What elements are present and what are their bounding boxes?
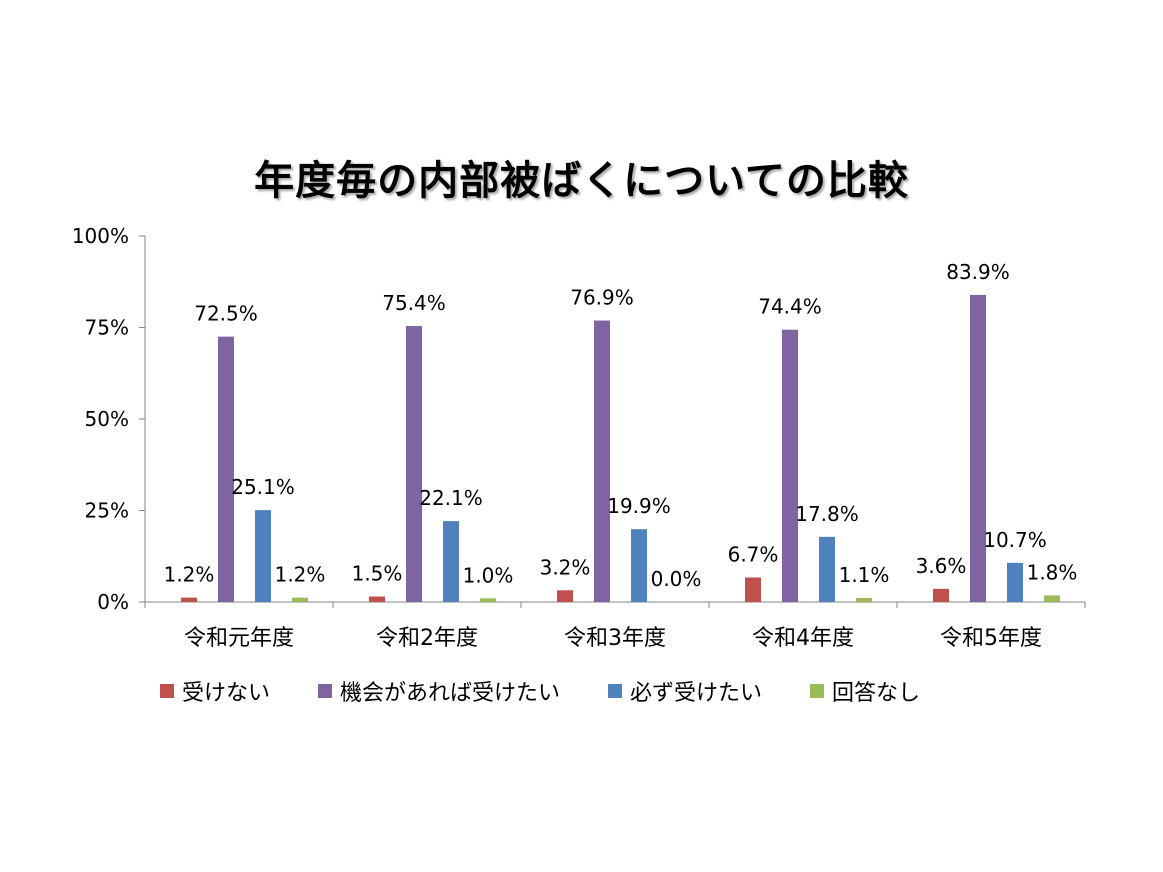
bar — [819, 536, 835, 602]
data-label: 6.7% — [728, 542, 779, 566]
bar — [1007, 562, 1023, 602]
bar — [406, 326, 422, 602]
y-tick-label: 0% — [97, 590, 129, 614]
legend-swatch — [810, 684, 825, 698]
chart-legend: 受けない 機会があれば受けたい 必ず受けたい 回答なし — [160, 676, 968, 706]
legend-swatch — [608, 684, 623, 698]
bar — [856, 597, 872, 602]
bar — [443, 521, 459, 602]
bar — [255, 510, 271, 602]
legend-item: 受けない — [160, 675, 270, 707]
y-tick-label: 75% — [85, 316, 129, 340]
data-label: 72.5% — [194, 302, 258, 326]
legend-label: 必ず受けたい — [630, 681, 763, 706]
data-label: 22.1% — [419, 486, 483, 510]
bar — [218, 336, 234, 602]
bar — [557, 590, 573, 602]
data-label: 1.8% — [1027, 560, 1078, 584]
data-label: 19.9% — [607, 494, 671, 518]
y-tick-label: 25% — [85, 499, 129, 523]
data-label: 17.8% — [795, 502, 859, 526]
bar — [181, 597, 197, 602]
data-label: 1.2% — [275, 563, 326, 587]
legend-label: 機会があれば受けたい — [340, 681, 561, 706]
data-label: 1.0% — [463, 563, 514, 587]
data-label: 10.7% — [983, 528, 1047, 552]
y-tick-label: 50% — [85, 407, 129, 431]
bar — [292, 597, 308, 602]
data-label: 25.1% — [231, 475, 295, 499]
bar — [782, 329, 798, 602]
bar — [480, 598, 496, 602]
data-label: 1.5% — [352, 562, 403, 586]
data-label: 1.2% — [164, 563, 215, 587]
bar — [933, 588, 949, 602]
legend-label: 回答なし — [832, 681, 921, 706]
x-category-label: 令和3年度 — [564, 626, 666, 651]
data-label: 76.9% — [570, 286, 634, 310]
legend-item: 機会があれば受けたい — [318, 675, 560, 707]
x-category-label: 令和元年度 — [184, 626, 294, 651]
data-label: 75.4% — [382, 291, 446, 315]
legend-label: 受けない — [182, 681, 271, 706]
x-category-label: 令和5年度 — [940, 626, 1042, 651]
bar — [1044, 595, 1060, 602]
bar — [631, 529, 647, 602]
bar — [369, 596, 385, 602]
data-label: 3.6% — [916, 554, 967, 578]
bar — [594, 320, 610, 602]
legend-swatch — [318, 684, 333, 698]
x-category-label: 令和4年度 — [752, 626, 854, 651]
bar — [970, 294, 986, 602]
data-label: 3.2% — [540, 555, 591, 579]
legend-item: 回答なし — [810, 675, 920, 707]
chart-title: 年度毎の内部被ばくについての比較 — [254, 158, 909, 204]
y-tick-label: 100% — [72, 224, 129, 248]
data-label: 1.1% — [839, 563, 890, 587]
bar — [745, 577, 761, 602]
data-label: 0.0% — [651, 567, 702, 591]
legend-swatch — [160, 684, 174, 698]
data-label: 83.9% — [946, 260, 1010, 284]
x-category-label: 令和2年度 — [376, 626, 478, 651]
legend-item: 必ず受けたい — [608, 675, 762, 707]
data-label: 74.4% — [758, 295, 822, 319]
